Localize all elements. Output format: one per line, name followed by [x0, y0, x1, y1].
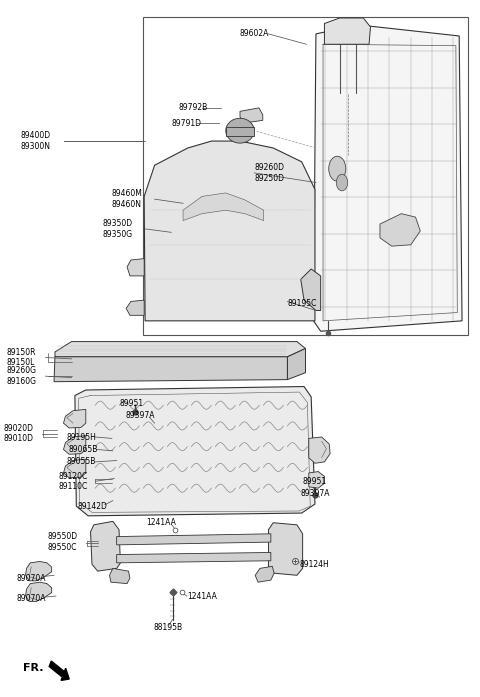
- Polygon shape: [324, 18, 371, 45]
- Polygon shape: [75, 387, 315, 516]
- Polygon shape: [117, 534, 271, 545]
- Polygon shape: [55, 342, 305, 357]
- Bar: [143, 17, 468, 335]
- Polygon shape: [226, 128, 254, 135]
- Polygon shape: [54, 357, 288, 382]
- Polygon shape: [268, 523, 302, 575]
- Polygon shape: [63, 409, 86, 428]
- Polygon shape: [301, 269, 321, 310]
- Text: 89602A: 89602A: [240, 29, 269, 38]
- Text: 89055B: 89055B: [67, 457, 96, 466]
- Polygon shape: [255, 566, 274, 582]
- Text: 89020D
89010D: 89020D 89010D: [4, 424, 34, 443]
- Polygon shape: [183, 193, 264, 220]
- Text: 89065B: 89065B: [68, 445, 97, 454]
- Polygon shape: [63, 459, 86, 478]
- Text: 89150R
89150L: 89150R 89150L: [7, 348, 36, 367]
- Polygon shape: [109, 568, 130, 583]
- Polygon shape: [309, 437, 330, 464]
- Text: 89070A: 89070A: [16, 595, 46, 604]
- Text: 1241AA: 1241AA: [146, 519, 177, 527]
- Polygon shape: [240, 108, 263, 123]
- Polygon shape: [117, 553, 271, 563]
- Circle shape: [329, 156, 346, 181]
- Text: 89070A: 89070A: [16, 574, 46, 583]
- Text: 89550D
89550C: 89550D 89550C: [48, 533, 78, 552]
- Text: 89260G
89160G: 89260G 89160G: [7, 367, 36, 386]
- Polygon shape: [380, 214, 420, 246]
- Text: 89195C: 89195C: [288, 299, 317, 308]
- Polygon shape: [313, 25, 462, 331]
- Polygon shape: [288, 348, 305, 380]
- Text: 89397A: 89397A: [301, 489, 330, 498]
- Polygon shape: [127, 259, 144, 276]
- Text: 89460M
89460N: 89460M 89460N: [112, 190, 143, 209]
- Circle shape: [336, 174, 348, 191]
- Text: 1241AA: 1241AA: [187, 592, 217, 601]
- Text: 88195B: 88195B: [154, 623, 183, 632]
- Polygon shape: [25, 562, 52, 581]
- Text: 89124H: 89124H: [300, 560, 329, 569]
- Polygon shape: [226, 118, 254, 143]
- Text: 89791D: 89791D: [172, 118, 202, 128]
- FancyArrow shape: [49, 661, 69, 680]
- Text: FR.: FR.: [23, 663, 43, 673]
- Text: 89400D
89300N: 89400D 89300N: [21, 131, 51, 151]
- Text: 89260D
89250D: 89260D 89250D: [254, 163, 284, 183]
- Text: 89350D
89350G: 89350D 89350G: [102, 219, 132, 238]
- Polygon shape: [309, 472, 324, 488]
- Polygon shape: [25, 582, 52, 602]
- Text: 89120C
89110C: 89120C 89110C: [59, 472, 88, 491]
- Polygon shape: [91, 521, 120, 571]
- Polygon shape: [144, 141, 315, 321]
- Text: 89142D: 89142D: [78, 502, 108, 511]
- Text: 89951: 89951: [119, 399, 143, 408]
- Text: 89792B: 89792B: [179, 103, 207, 112]
- Text: 89397A: 89397A: [125, 411, 155, 420]
- Text: 89951: 89951: [302, 477, 327, 486]
- Text: 89195H: 89195H: [67, 433, 96, 441]
- Polygon shape: [63, 436, 86, 454]
- Polygon shape: [126, 300, 144, 315]
